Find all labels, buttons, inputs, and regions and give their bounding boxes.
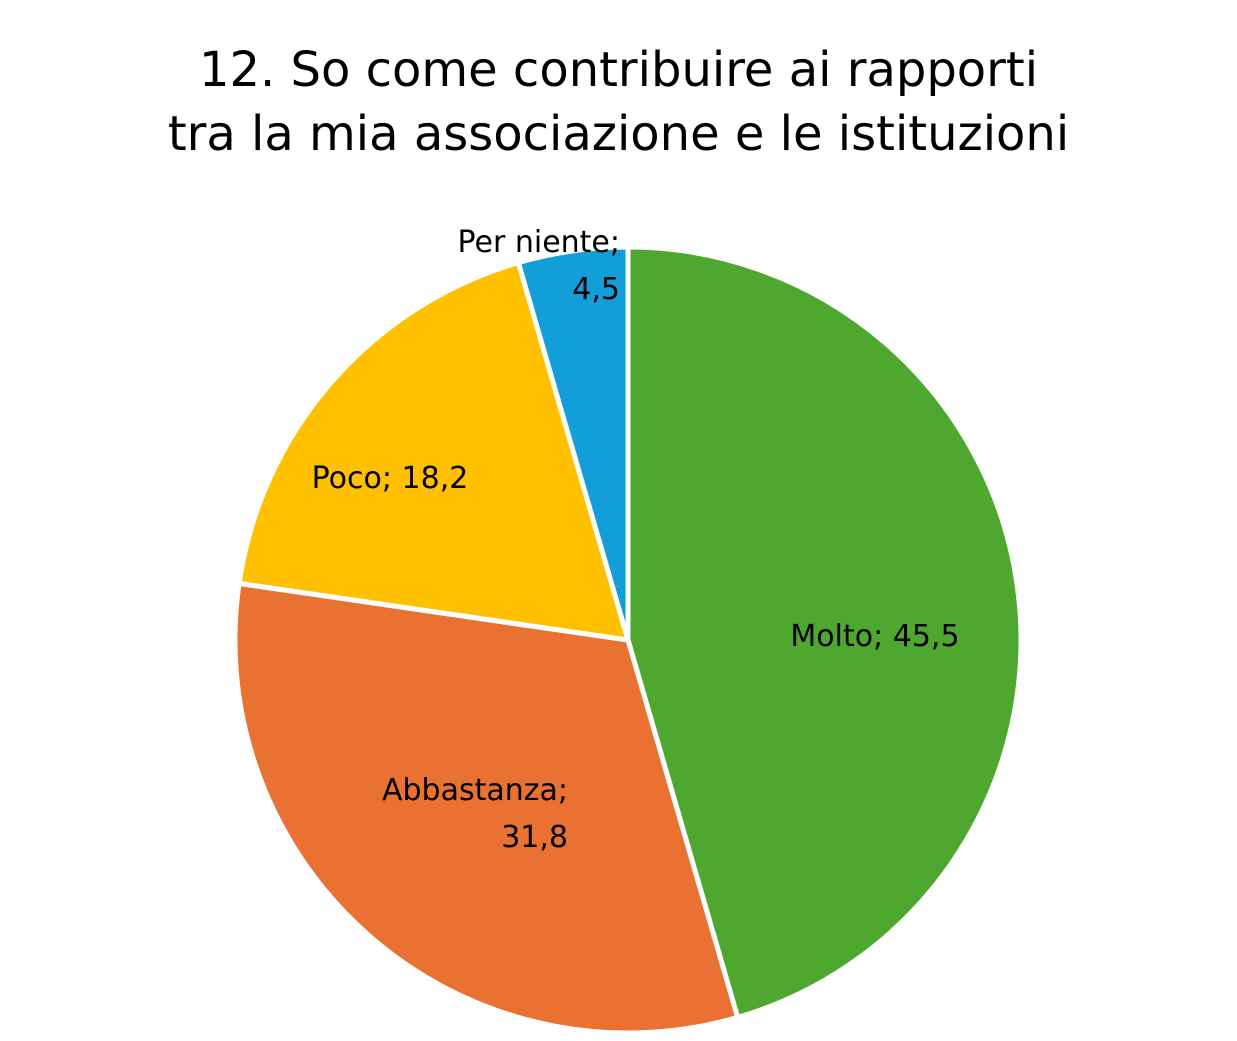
- pie-slices: [232, 244, 1024, 1036]
- pie-slice-poco: [236, 260, 631, 643]
- data-label-abbastanza: Abbastanza; 31,8: [382, 773, 568, 855]
- data-label-per-niente: Per niente; 4,5: [458, 225, 621, 307]
- pie-slice-molto: [625, 244, 1024, 1020]
- pie-slice-abbastanza: [232, 580, 741, 1036]
- data-label-molto: Molto; 45,5: [790, 619, 959, 654]
- pie-labels: Molto; 45,5 Abbastanza; 31,8 Poco; 18,2 Per …: [312, 225, 960, 855]
- data-label-poco: Poco; 18,2: [312, 461, 469, 496]
- pie-slice-per-niente: [515, 244, 631, 643]
- chart-title-line-2: tra la mia associazione e le istituzioni: [167, 106, 1070, 162]
- chart-title-line-1: 12. So come contribuire ai rapporti: [198, 42, 1039, 98]
- chart-title: 12. So come contribuire ai rapporti tra …: [0, 38, 1237, 166]
